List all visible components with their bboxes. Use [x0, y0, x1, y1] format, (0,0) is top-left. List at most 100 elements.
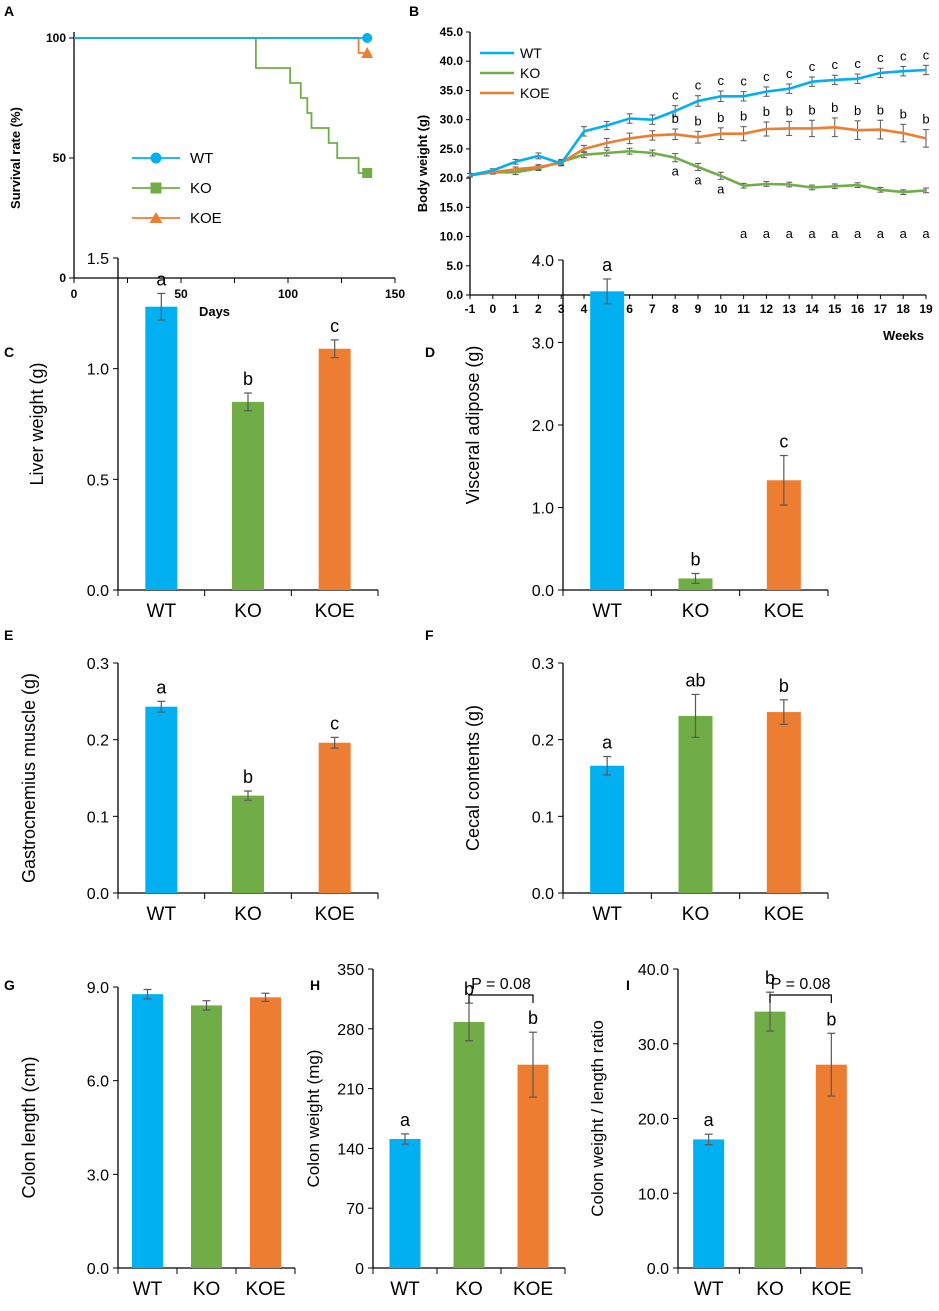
y-tick-label: 5.0 [446, 259, 463, 273]
x-tick-label: 100 [278, 287, 298, 301]
legend-marker-koe [149, 212, 163, 223]
significance-letter: c [740, 74, 747, 89]
y-tick-label: 0.0 [87, 583, 109, 600]
x-tick-label: 7 [649, 302, 656, 316]
y-tick-label: 3.0 [532, 336, 554, 353]
y-tick-label: 0 [355, 1261, 364, 1278]
significance-letter: b [922, 112, 929, 127]
significance-letter: a [672, 164, 680, 179]
bar-ko [754, 1011, 786, 1268]
y-tick-label: 35.0 [440, 83, 464, 97]
bracket-p-value: P = 0.08 [771, 976, 831, 993]
y-tick-label: 0.0 [87, 1261, 109, 1278]
significance-letter: b [900, 106, 907, 121]
y-tick-label: 25.0 [440, 142, 464, 156]
panel-label-e: E [4, 627, 13, 643]
y-axis-title: Colon weight / length ratio [588, 1020, 607, 1217]
y-axis-title: Gastrocnemius muscle (g) [19, 673, 39, 883]
x-tick-label: 9 [695, 302, 702, 316]
category-label: WT [694, 1279, 724, 1300]
x-axis-title: Days [199, 304, 230, 319]
x-tick-label: 0 [489, 302, 496, 316]
series-marker-ko [362, 168, 373, 178]
y-axis-title: Colon length (cm) [19, 1056, 39, 1198]
bar-wt [145, 706, 178, 893]
bracket-p-value: P = 0.08 [471, 976, 531, 993]
significance-letter: c [900, 48, 907, 63]
y-tick-label: 45.0 [440, 25, 464, 39]
significance-letter: b [854, 103, 861, 118]
bar-wt [145, 306, 178, 590]
x-tick-label: 10 [714, 302, 728, 316]
category-label: KOE [764, 601, 804, 622]
x-axis-title: Weeks [883, 328, 924, 343]
x-tick-label: 150 [385, 287, 405, 301]
significance-letter: a [922, 226, 930, 241]
y-tick-label: 3.0 [87, 1167, 109, 1184]
category-label: KO [234, 904, 261, 925]
significance-letter: a [156, 269, 167, 289]
significance-letter: b [464, 979, 474, 999]
x-tick-label: 12 [760, 302, 774, 316]
x-tick-label: 4 [581, 302, 588, 316]
y-tick-label: 0.0 [532, 886, 554, 903]
significance-letter: b [672, 111, 679, 126]
panel-label-d: D [425, 344, 435, 360]
category-label: WT [390, 1279, 420, 1300]
significance-bracket [769, 994, 832, 1003]
legend-label-ko: KO [520, 65, 540, 81]
significance-letter: c [832, 57, 839, 72]
panel-c-liver-weight-chart: C 0.0 0.5 1.0 1.5 a WT b KO c KOE Liver weight (g) [4, 251, 379, 622]
y-tick-label: 20.0 [638, 1112, 669, 1129]
significance-bracket [468, 994, 534, 1003]
panel-label-g: G [4, 977, 15, 993]
x-tick-label: 6 [626, 302, 633, 316]
category-label: WT [147, 904, 177, 925]
significance-letter: c [330, 316, 339, 336]
category-label: WT [147, 601, 177, 622]
significance-letter: b [779, 676, 789, 696]
x-tick-label: -1 [465, 302, 476, 316]
legend-label-ko: KO [190, 180, 212, 197]
x-tick-label: 50 [174, 287, 188, 301]
y-axis-title: Cecal contents (g) [463, 705, 483, 851]
significance-letter: b [826, 1009, 836, 1029]
bar-ko [678, 578, 713, 590]
x-tick-label: 13 [783, 302, 797, 316]
y-tick-label: 10.0 [638, 1186, 669, 1203]
y-tick-label: 40.0 [440, 54, 464, 68]
y-axis-title: Colon weight (mg) [304, 1050, 323, 1188]
significance-letter: b [808, 102, 815, 117]
panel-label-c: C [4, 344, 14, 360]
category-label: KO [682, 904, 709, 925]
series-marker-wt [362, 33, 373, 43]
bar-wt [693, 1139, 725, 1268]
significance-letter: a [694, 173, 702, 188]
bar-koe [815, 1064, 847, 1268]
y-tick-label: 1.0 [87, 362, 109, 379]
x-tick-label: 2 [535, 302, 542, 316]
y-tick-label: 50 [53, 151, 67, 165]
category-label: WT [133, 1279, 163, 1300]
panel-a-survival-chart: A 0 50 100 0 50 100 150 Days Survival rate (%) WT… [4, 3, 405, 319]
bar-ko [191, 1005, 222, 1268]
bar-koe [766, 712, 801, 893]
category-label: KO [455, 1279, 482, 1300]
category-label: KO [756, 1279, 783, 1300]
significance-letter: ab [685, 670, 705, 690]
category-label: KO [682, 601, 709, 622]
significance-letter: b [690, 550, 700, 570]
x-tick-label: 1 [512, 302, 519, 316]
y-tick-label: 20.0 [440, 171, 464, 185]
category-label: KO [234, 601, 261, 622]
x-tick-label: 15 [828, 302, 842, 316]
y-axis-title: Survival rate (%) [8, 107, 23, 209]
y-tick-label: 1.5 [87, 251, 109, 268]
y-tick-label: 0.0 [647, 1261, 669, 1278]
y-tick-label: 0.2 [87, 733, 109, 750]
significance-letter: a [900, 226, 908, 241]
y-tick-label: 100 [46, 31, 66, 45]
bar-wt [389, 1139, 421, 1268]
x-tick-label: 17 [874, 302, 888, 316]
bar-wt [132, 994, 163, 1268]
